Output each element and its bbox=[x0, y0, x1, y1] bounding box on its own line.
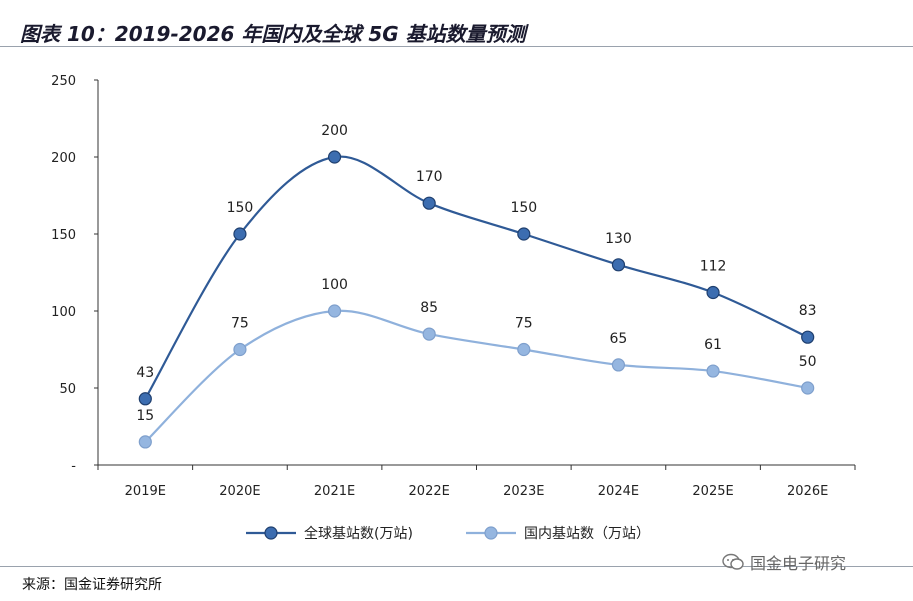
legend-marker bbox=[264, 526, 278, 540]
data-point bbox=[327, 150, 342, 164]
data-point bbox=[801, 381, 815, 395]
data-label: 150 bbox=[227, 200, 254, 216]
data-point bbox=[611, 358, 626, 372]
data-labels: 43 150 200 170 150 130 112 83 15 75 100 85 75 65 61 50 bbox=[136, 123, 816, 424]
x-tick-label: 2019E bbox=[125, 484, 166, 499]
data-point bbox=[517, 342, 531, 357]
series-line-0 bbox=[144, 155, 809, 400]
x-tick-label: 2024E bbox=[598, 484, 639, 499]
data-point bbox=[327, 304, 342, 318]
data-label: 61 bbox=[704, 337, 722, 353]
y-tick-label: 100 bbox=[51, 305, 76, 320]
x-tick-label: 2026E bbox=[787, 484, 828, 499]
data-point bbox=[233, 342, 247, 357]
title-divider bbox=[0, 46, 913, 47]
watermark-text: 国金电子研究 bbox=[750, 554, 847, 573]
x-axis-ticks: 2019E 2020E 2021E 2022E 2023E 2024E 2025E 2026E bbox=[97, 465, 856, 499]
data-label: 15 bbox=[136, 408, 154, 424]
source-note: 来源：国金证券研究所 bbox=[22, 577, 162, 593]
x-tick-label: 2020E bbox=[219, 484, 260, 499]
data-label: 130 bbox=[605, 231, 632, 247]
wechat-icon bbox=[722, 553, 744, 570]
x-tick-label: 2023E bbox=[503, 484, 544, 499]
y-tick-label: 50 bbox=[59, 382, 76, 397]
data-label: 150 bbox=[510, 200, 537, 216]
data-label: 75 bbox=[515, 316, 533, 332]
data-label: 75 bbox=[231, 316, 249, 332]
chart-axes bbox=[97, 80, 855, 466]
data-label: 112 bbox=[700, 259, 727, 275]
watermark: 国金电子研究 bbox=[722, 550, 846, 574]
data-label: 50 bbox=[799, 354, 817, 370]
y-tick-label: 250 bbox=[51, 74, 76, 89]
legend-label: 国内基站数（万站） bbox=[524, 525, 650, 542]
data-label: 100 bbox=[321, 277, 348, 293]
chart-legend: 全球基站数(万站) 国内基站数（万站） bbox=[246, 525, 650, 542]
chart-title: 图表 10：2019-2026 年国内及全球 5G 基站数量预测 bbox=[20, 22, 526, 46]
y-axis-ticks: - 50 100 150 200 250 bbox=[51, 74, 98, 474]
data-label: 200 bbox=[321, 123, 348, 139]
data-point bbox=[706, 364, 720, 378]
legend-label: 全球基站数(万站) bbox=[304, 525, 413, 542]
data-label: 170 bbox=[416, 169, 443, 185]
data-label: 65 bbox=[610, 331, 628, 347]
data-point bbox=[422, 196, 436, 210]
data-label: 85 bbox=[420, 300, 438, 316]
data-point bbox=[422, 327, 436, 341]
y-tick-label: 200 bbox=[51, 151, 76, 166]
x-tick-label: 2025E bbox=[692, 484, 733, 499]
y-tick-label: - bbox=[71, 459, 76, 474]
x-tick-label: 2021E bbox=[314, 484, 355, 499]
series-points bbox=[138, 150, 815, 449]
data-point bbox=[138, 435, 152, 449]
data-point bbox=[233, 227, 247, 241]
data-label: 43 bbox=[136, 365, 154, 381]
data-point bbox=[801, 330, 815, 344]
data-point bbox=[138, 392, 152, 406]
y-tick-label: 150 bbox=[51, 228, 76, 243]
data-label: 83 bbox=[799, 303, 817, 319]
data-point bbox=[517, 227, 531, 241]
data-point bbox=[611, 258, 626, 272]
x-tick-label: 2022E bbox=[409, 484, 450, 499]
source-divider bbox=[0, 566, 913, 567]
data-point bbox=[706, 285, 720, 300]
legend-marker bbox=[484, 526, 498, 540]
